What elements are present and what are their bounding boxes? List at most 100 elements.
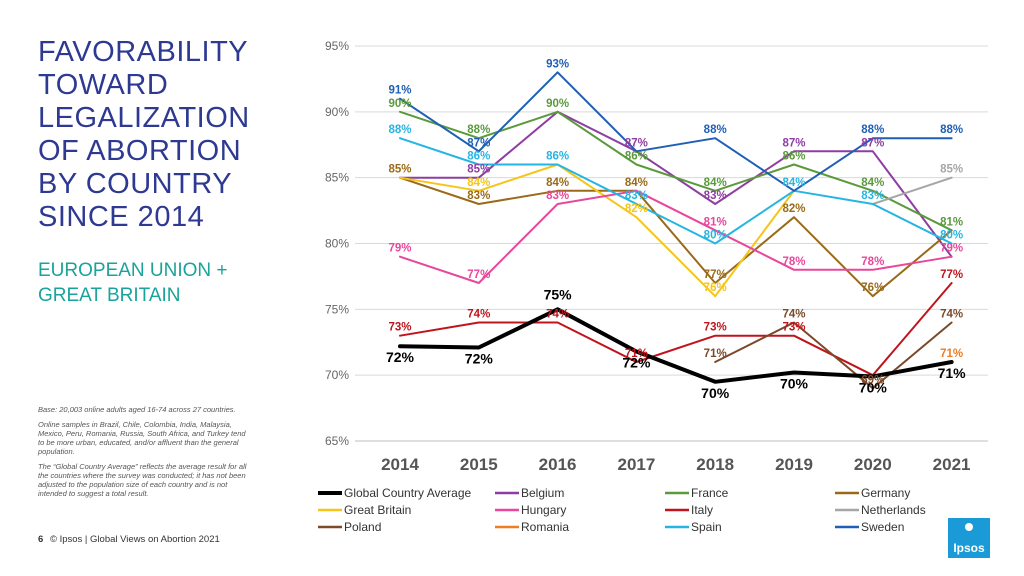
data-label: 93%	[546, 58, 569, 70]
data-label: 71%	[938, 365, 967, 381]
series-line-italy	[399, 282, 953, 377]
data-label: 83%	[861, 190, 884, 202]
data-label: 79%	[388, 243, 411, 255]
data-label: 86%	[467, 151, 490, 163]
data-label: 86%	[546, 151, 569, 163]
series-line-netherlands	[871, 176, 953, 205]
y-tick-label: 95%	[325, 39, 349, 53]
data-labels: 72% 72% 75% 72% 70% 70% 70% 71% 85% 87% 83% 87% 87% 9…	[386, 58, 966, 400]
legend-label: Netherlands	[861, 503, 926, 517]
data-label: 70%	[701, 385, 730, 401]
series-line-great-britain	[399, 163, 795, 298]
y-tick-label: 75%	[325, 302, 349, 316]
chart-gridlines	[355, 45, 988, 442]
x-tick-label: 2021	[933, 455, 971, 474]
data-label: 80%	[704, 230, 727, 242]
y-tick-label: 70%	[325, 368, 349, 382]
data-label: 91%	[388, 85, 411, 97]
note-global-average: The “Global Country Average” reflects th…	[38, 462, 247, 498]
data-label: 85%	[467, 164, 490, 176]
data-label: 72%	[386, 349, 415, 365]
y-tick-label: 65%	[325, 434, 349, 448]
y-axis-ticks: 65% 70% 75% 80% 85% 90% 95%	[325, 39, 349, 448]
data-label: 74%	[546, 309, 569, 321]
x-tick-label: 2018	[696, 455, 734, 474]
data-label: 72%	[622, 354, 651, 370]
data-label: 83%	[467, 190, 490, 202]
data-label: 88%	[704, 124, 727, 136]
data-label: 82%	[782, 203, 805, 215]
data-label: 76%	[704, 282, 727, 294]
legend-label: France	[691, 486, 729, 500]
data-label: 83%	[625, 190, 648, 202]
data-label: 87%	[782, 137, 805, 149]
data-label: 90%	[388, 98, 411, 110]
data-label: 90%	[546, 98, 569, 110]
data-label: 79%	[940, 243, 963, 255]
data-label: 78%	[861, 256, 884, 268]
data-label: 71%	[704, 348, 727, 360]
legend-label: Belgium	[521, 486, 564, 500]
page-subtitle: EUROPEAN UNION + GREAT BRITAIN	[38, 260, 228, 306]
data-label: 77%	[704, 269, 727, 281]
series-lines	[398, 71, 954, 390]
data-label: 83%	[704, 190, 727, 202]
y-tick-label: 90%	[325, 105, 349, 119]
data-label: 84%	[782, 177, 805, 189]
legend-label: Germany	[861, 486, 910, 500]
chart-legend: Global Country Average Belgium France Germa…	[318, 486, 926, 534]
data-label: 84%	[861, 177, 884, 189]
data-label: 73%	[388, 322, 411, 334]
data-label: 84%	[704, 177, 727, 189]
page-number: 6	[38, 534, 44, 545]
x-tick-label: 2014	[381, 455, 419, 474]
series-line-france	[399, 110, 953, 232]
data-label: 80%	[940, 230, 963, 242]
series-line-global-country-average	[398, 307, 954, 384]
series-line-germany	[399, 176, 953, 298]
series-line-spain	[399, 137, 953, 245]
legend-label: Sweden	[861, 520, 904, 534]
page-title: FAVORABILITY TOWARD LEGALIZATION OF ABOR…	[38, 36, 250, 233]
data-label: 71%	[625, 348, 648, 360]
ipsos-logo: Ipsos	[948, 518, 990, 558]
data-label: 84%	[625, 177, 648, 189]
data-label: 70%	[859, 379, 888, 395]
data-label: 74%	[467, 309, 490, 321]
data-label: 85%	[388, 164, 411, 176]
legend-label: Poland	[344, 520, 381, 534]
data-label: 77%	[467, 269, 490, 281]
data-label: 78%	[782, 256, 805, 268]
data-label: 81%	[704, 216, 727, 228]
x-tick-label: 2015	[460, 455, 498, 474]
footer-text: © Ipsos | Global Views on Abortion 2021	[49, 534, 220, 545]
data-label: 74%	[782, 309, 805, 321]
data-label: 73%	[782, 322, 805, 334]
data-label: 84%	[546, 177, 569, 189]
data-label: 83%	[546, 190, 569, 202]
legend-label: Great Britain	[344, 503, 411, 517]
data-label: 88%	[467, 124, 490, 136]
data-label: 69%	[861, 374, 884, 386]
legend-label: Global Country Average	[344, 486, 472, 500]
data-label: 75%	[544, 286, 573, 302]
note-base: Base: 20,003 online adults aged 16-74 ac…	[38, 405, 236, 414]
data-label: 72%	[465, 351, 494, 367]
legend-label: Romania	[521, 520, 569, 534]
series-line-poland	[714, 321, 953, 390]
logo-text: Ipsos	[953, 541, 985, 555]
x-tick-label: 2020	[854, 455, 892, 474]
data-label: 76%	[861, 282, 884, 294]
data-label: 70%	[780, 376, 809, 392]
footer: 6 © Ipsos | Global Views on Abortion 202…	[38, 534, 220, 545]
data-label: 88%	[940, 124, 963, 136]
methodology-notes: Base: 20,003 online adults aged 16-74 ac…	[38, 405, 248, 504]
x-tick-label: 2017	[617, 455, 655, 474]
x-tick-label: 2019	[775, 455, 813, 474]
data-label: 71%	[940, 348, 963, 360]
data-label: 81%	[940, 216, 963, 228]
y-tick-label: 80%	[325, 237, 349, 251]
y-tick-label: 85%	[325, 171, 349, 185]
data-label: 88%	[388, 124, 411, 136]
